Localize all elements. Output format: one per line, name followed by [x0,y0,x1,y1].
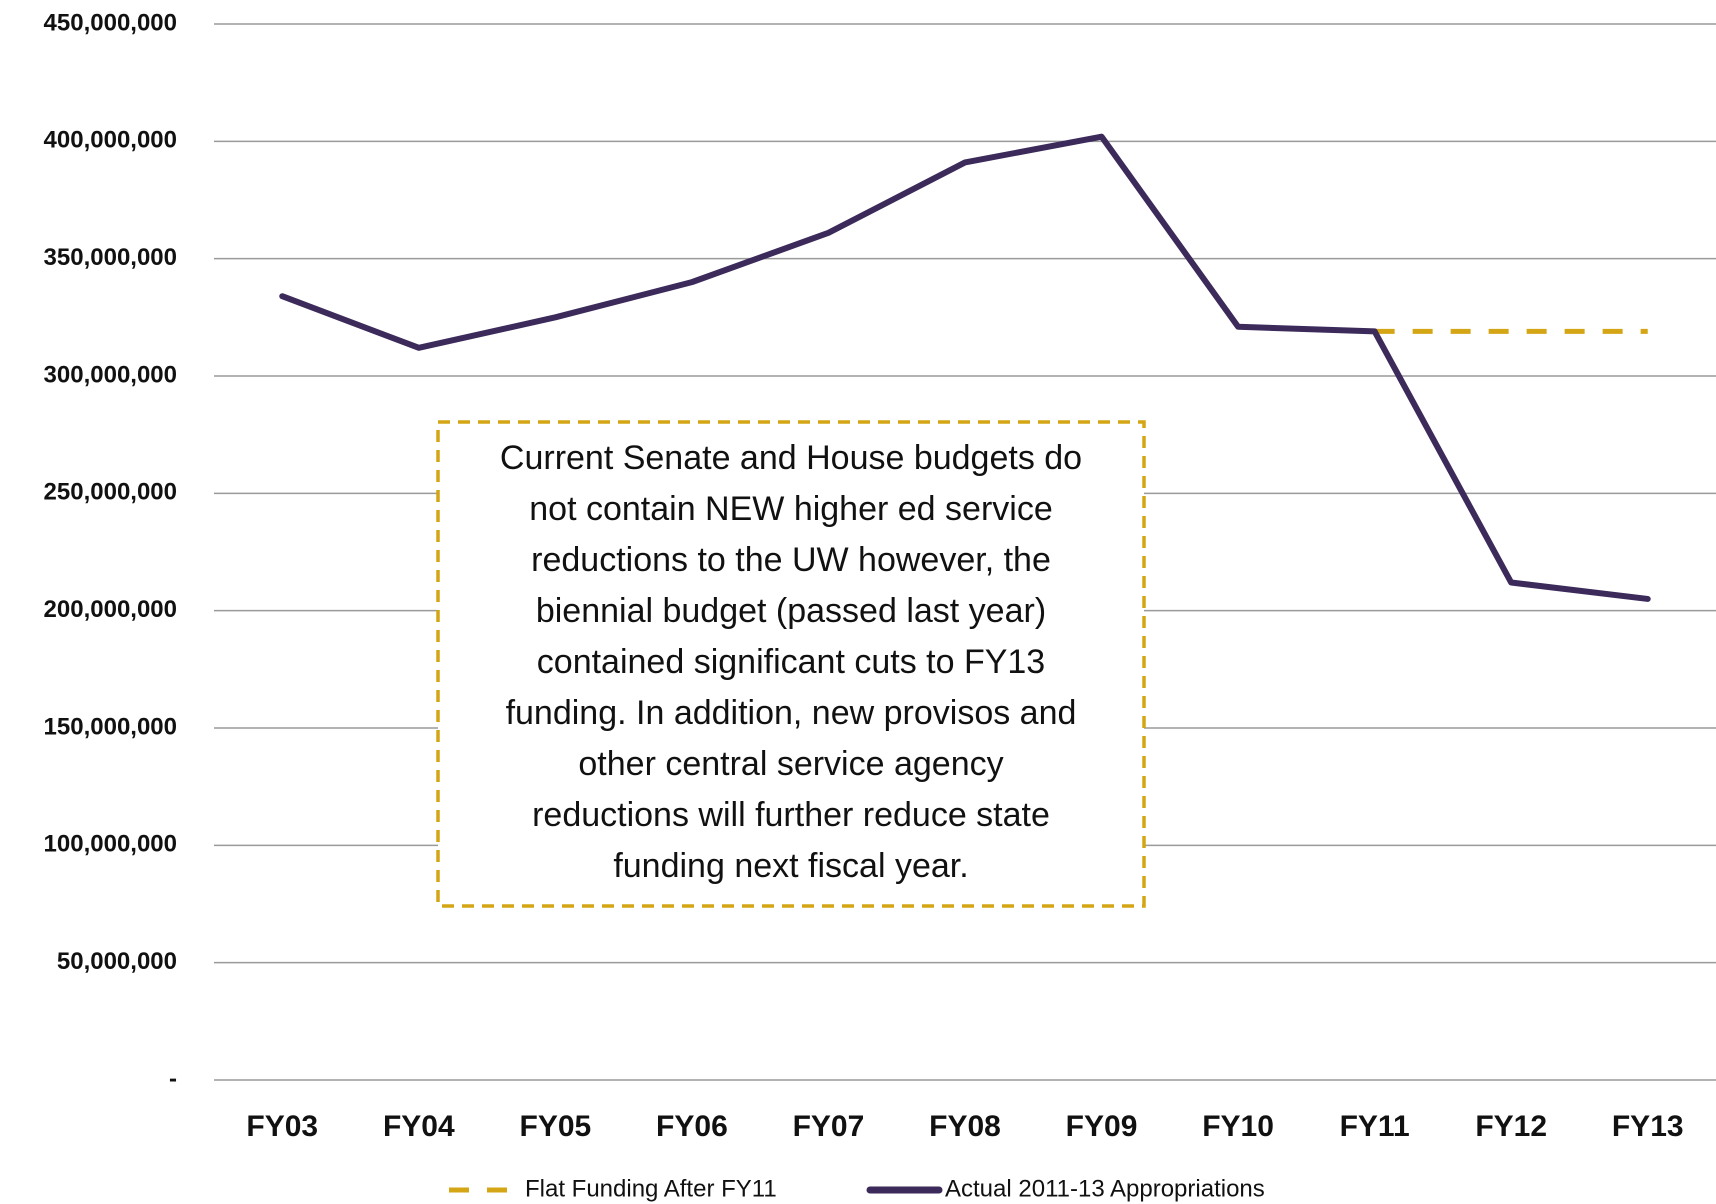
annotation-line: Current Senate and House budgets do [500,439,1082,477]
legend-label: Flat Funding After FY11 [525,1175,777,1202]
annotation-line: funding next fiscal year. [613,847,968,885]
annotation-line: biennial budget (passed last year) [536,592,1046,630]
annotation-line: other central service agency [578,745,1003,783]
annotation-line: reductions to the UW however, the [531,541,1051,579]
y-tick-label: 100,000,000 [44,831,177,858]
annotation-line: reductions will further reduce state [532,796,1050,834]
y-tick-label: 150,000,000 [44,713,177,740]
y-tick-label: 200,000,000 [44,596,177,623]
x-tick-label: FY11 [1340,1110,1410,1143]
annotation-line: not contain NEW higher ed service [529,490,1052,528]
x-tick-label: FY03 [246,1110,318,1143]
y-tick-label: 450,000,000 [44,9,177,36]
x-tick-label: FY08 [929,1110,1001,1143]
annotation-box [436,420,1146,908]
x-tick-label: FY06 [656,1110,728,1143]
legend-label: Actual 2011-13 Appropriations [945,1175,1265,1202]
x-tick-label: FY09 [1066,1110,1138,1143]
x-tick-label: FY04 [383,1110,455,1143]
y-tick-label: 300,000,000 [44,361,177,388]
x-tick-label: FY10 [1202,1110,1274,1143]
annotation-line: funding. In addition, new provisos and [506,694,1077,732]
series-line [279,133,1651,602]
y-tick-label: 50,000,000 [57,948,177,975]
x-tick-label: FY05 [520,1110,592,1143]
y-tick-label: - [169,1065,177,1092]
x-tick-label: FY07 [793,1110,865,1143]
y-tick-label: 350,000,000 [44,244,177,271]
x-tick-label: FY13 [1612,1110,1684,1143]
y-tick-label: 250,000,000 [44,479,177,506]
y-tick-label: 400,000,000 [44,127,177,154]
annotation-line: contained significant cuts to FY13 [537,643,1045,681]
x-tick-label: FY12 [1475,1110,1547,1143]
